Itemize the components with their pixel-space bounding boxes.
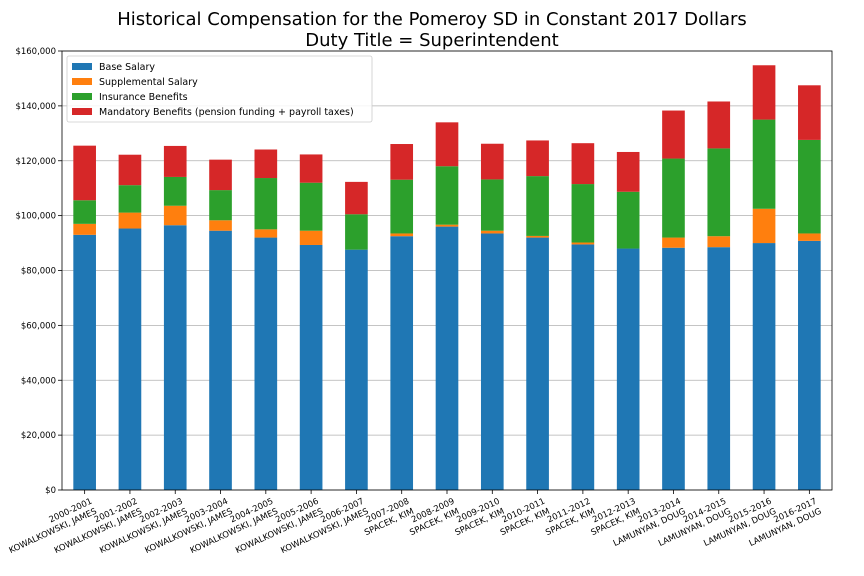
bar-segment: [390, 179, 414, 234]
bar-segment: [752, 243, 776, 490]
y-tick-label: $20,000: [21, 431, 56, 441]
y-tick-label: $40,000: [21, 376, 56, 386]
bar-segment: [254, 229, 278, 238]
bar-segment: [163, 205, 187, 226]
bar-segment: [571, 242, 595, 245]
y-tick-label: $100,000: [15, 212, 56, 222]
bar-segment: [345, 181, 368, 215]
bar-segment: [435, 226, 459, 490]
bar-segment: [571, 143, 595, 185]
x-tick-label: 2011-2012SPACEK, KIM: [540, 497, 597, 539]
y-tick-label: $80,000: [21, 267, 56, 277]
bar-segment: [707, 101, 731, 149]
bar-segment: [118, 185, 142, 213]
bar-segment: [707, 247, 731, 490]
plot-frame: [61, 50, 833, 491]
bar-segment: [73, 223, 96, 235]
legend-swatch: [72, 63, 92, 70]
legend-label: Supplemental Salary: [99, 77, 198, 88]
y-tick-label: $60,000: [21, 321, 56, 331]
bar-segment: [662, 247, 685, 490]
x-tick-label: 2008-2009SPACEK, KIM: [404, 497, 461, 539]
bar-segment: [480, 143, 504, 180]
legend-label: Insurance Benefits: [99, 92, 188, 103]
bar-segment: [345, 214, 368, 250]
bar-segment: [299, 230, 323, 245]
x-tick-label: 2000-2001KOWALKOWSKI, JAMES: [3, 497, 99, 556]
y-tick-label: $160,000: [15, 47, 56, 57]
bar-segment: [118, 154, 142, 186]
legend-swatch: [72, 78, 92, 85]
bar-segment: [526, 176, 549, 236]
bar-segment: [390, 144, 414, 180]
legend-box: [66, 55, 373, 123]
bar-segment: [752, 119, 776, 209]
bar-segment: [209, 230, 232, 490]
bar-segment: [390, 233, 414, 237]
bar-segment: [118, 212, 142, 229]
bar-segment: [345, 249, 368, 490]
legend: Base Salary Supplemental Salary Insurance …: [66, 55, 373, 123]
bar-segment: [73, 200, 96, 224]
bar-segment: [209, 159, 232, 191]
bar-segment: [163, 176, 187, 206]
bar-segment: [571, 184, 595, 243]
bar-segment: [435, 224, 459, 227]
bar-segment: [390, 236, 414, 490]
bar-segment: [616, 248, 640, 490]
bar-segment: [209, 190, 232, 221]
bar-segment: [480, 179, 504, 231]
bar-segment: [798, 233, 821, 241]
bar-segment: [662, 158, 685, 238]
bar-segment: [73, 145, 96, 201]
legend-swatch: [72, 93, 92, 100]
bar-segment: [571, 244, 595, 490]
bar-segment: [526, 237, 549, 490]
x-tick-label: 2009-2010SPACEK, KIM: [449, 497, 506, 539]
bar-segment: [299, 154, 323, 183]
bar-segment: [209, 220, 232, 231]
y-tick-label: $0: [45, 486, 56, 496]
legend-label: Mandatory Benefits (pension funding + pa…: [99, 107, 354, 118]
chart-subtitle: Duty Title = Superintendent: [305, 30, 559, 51]
bar-segment: [616, 151, 640, 192]
x-tick-label: 2007-2008SPACEK, KIM: [358, 497, 415, 539]
bar-segment: [163, 225, 187, 490]
chart-title: Historical Compensation for the Pomeroy …: [117, 9, 747, 30]
bar-segment: [616, 191, 640, 249]
legend-swatch: [72, 108, 92, 115]
bar-segment: [299, 182, 323, 231]
bar-segment: [254, 149, 278, 179]
bar-segment: [526, 235, 549, 238]
y-tick-label: $140,000: [15, 102, 56, 112]
bar-segment: [254, 178, 278, 230]
bar-segment: [73, 234, 96, 490]
bar-segment: [707, 148, 731, 237]
bar-segment: [707, 236, 731, 248]
bar-segment: [254, 237, 278, 490]
bar-segment: [163, 145, 187, 177]
bar-segment: [798, 139, 821, 234]
bar-segment: [480, 233, 504, 490]
bar-segment: [662, 110, 685, 159]
bar-segment: [526, 140, 549, 177]
bar-segment: [798, 85, 821, 140]
bar-segment: [435, 166, 459, 225]
legend-label: Base Salary: [99, 62, 155, 73]
bar-segment: [480, 230, 504, 234]
y-tick-label: $120,000: [15, 157, 56, 167]
bar-segment: [798, 240, 821, 490]
bar-segment: [299, 244, 323, 490]
bar-segment: [752, 65, 776, 120]
bar-segment: [118, 228, 142, 490]
bar-segment: [752, 208, 776, 244]
bar-segment: [662, 237, 685, 248]
bar-segment: [435, 122, 459, 167]
x-tick-label: 2010-2011SPACEK, KIM: [494, 497, 551, 539]
